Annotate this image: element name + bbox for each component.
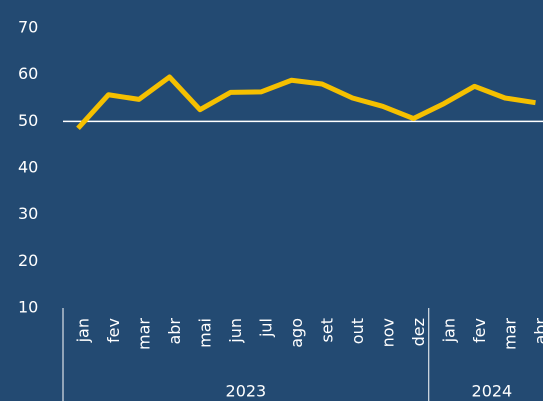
x-tick-label: dez [409,318,428,346]
y-tick-label: 40 [18,158,38,177]
x-tick-label: fev [470,318,489,343]
x-tick-label: jan [440,318,459,343]
y-tick-label: 20 [18,251,38,270]
x-tick-label: fev [104,318,123,343]
y-tick-label: 60 [18,64,38,83]
x-tick-label: out [348,318,367,344]
x-tick-label: nov [379,318,398,347]
x-tick-label: abr [531,318,543,345]
x-tick-label: jan [74,318,93,343]
x-tick-label: jul [257,318,276,338]
line-series [76,74,536,131]
year-label: 2023 [226,382,267,401]
y-tick-label: 70 [18,18,38,37]
x-tick-label: mar [135,318,154,350]
y-tick-label: 30 [18,204,38,223]
x-tick-label: ago [287,318,306,348]
x-tick-label: mar [501,318,520,350]
x-tick-label: mai [196,318,215,348]
y-tick-label: 50 [18,111,38,130]
x-tick-label: set [318,318,337,342]
y-tick-label: 10 [18,298,38,317]
x-tick-label: abr [165,318,184,345]
x-tick-label: jun [226,318,245,344]
year-label: 2024 [472,382,513,401]
